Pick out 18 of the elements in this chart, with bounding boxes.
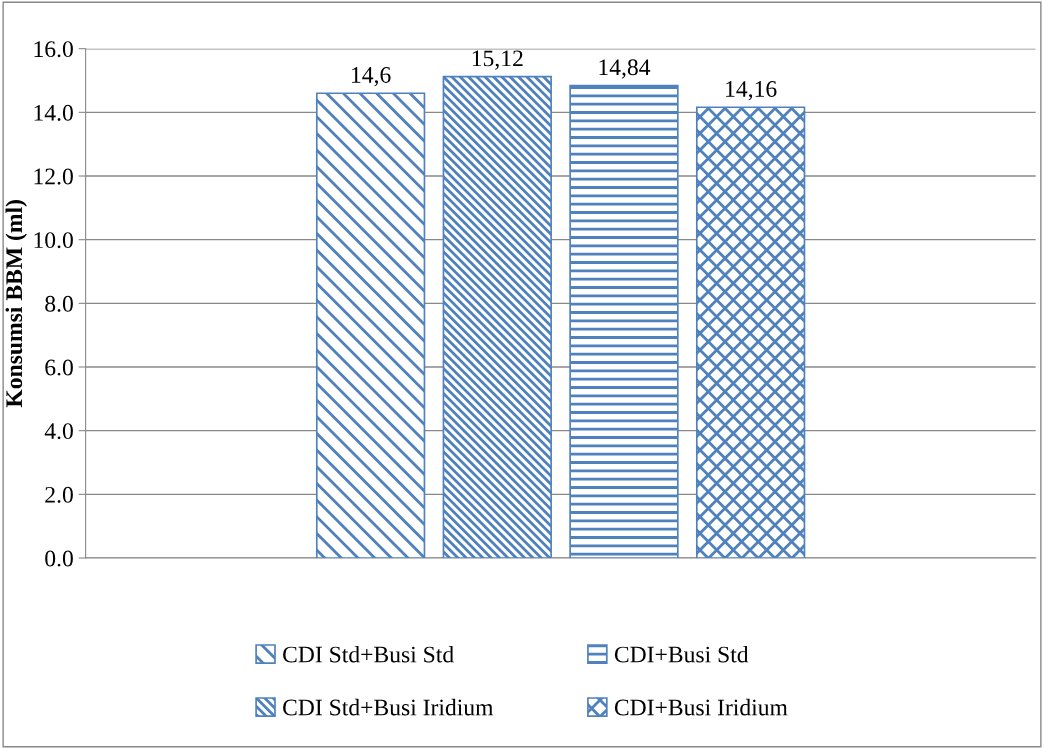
legend-label: CDI Std+Busi Std (283, 645, 454, 663)
legend-label: CDI+Busi Std (614, 645, 749, 663)
data-label: 14,6 (352, 67, 391, 87)
legend-label: CDI Std+Busi Iridium (283, 698, 494, 716)
y-axis-title: Konsumsi BBM (ml) (5, 200, 27, 408)
y-tick-label: 14.0 (34, 104, 73, 121)
y-tick-label: 2.0 (45, 486, 73, 503)
data-label: 14,84 (599, 59, 651, 79)
y-tick-label: 10.0 (34, 232, 73, 249)
y-tick-label: 8.0 (45, 295, 73, 312)
y-tick-label: 6.0 (45, 359, 73, 376)
y-tick-label: 16.0 (34, 41, 73, 58)
y-tick-label: 12.0 (34, 168, 73, 185)
data-label: 14,16 (726, 81, 777, 101)
legend-label: CDI+Busi Iridium (614, 698, 788, 716)
data-label: 15,12 (472, 50, 523, 70)
y-tick-label: 0.0 (45, 550, 73, 567)
y-tick-label: 4.0 (44, 423, 73, 440)
